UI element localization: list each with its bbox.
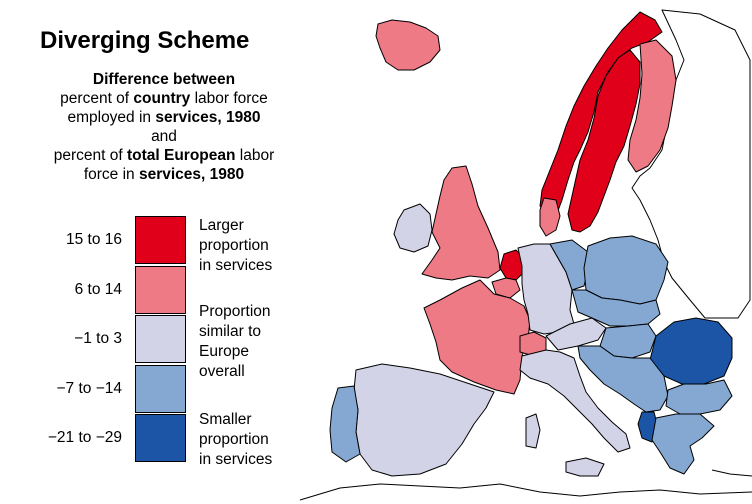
yugoslavia <box>577 345 669 413</box>
sicily <box>565 457 605 477</box>
united-kingdom <box>421 165 501 281</box>
map-description: Difference between percent of country la… <box>16 70 312 184</box>
legend-range-4: −7 to −14 <box>56 380 122 397</box>
france <box>423 279 531 395</box>
legend-label-larger: Larger proportion in services <box>199 217 273 274</box>
italy <box>519 349 631 453</box>
denmark <box>539 197 561 237</box>
legend-swatch-4 <box>135 365 186 413</box>
description-line-1: Difference between <box>92 71 236 88</box>
legend-label-similar: Proportion similar to Europe overall <box>199 303 271 380</box>
legend-range-1: 15 to 16 <box>65 231 122 248</box>
africa-coast <box>299 483 752 501</box>
legend-label-smaller: Smaller proportion in services <box>199 411 273 468</box>
description-line-2: percent of country labor force <box>60 90 268 107</box>
austria <box>545 317 607 351</box>
description-line-6: force in services, 1980 <box>83 166 245 183</box>
legend-swatch-2 <box>135 266 186 314</box>
legend-swatch-1 <box>135 216 186 264</box>
poland <box>583 235 669 305</box>
legend-swatch-3 <box>135 315 186 363</box>
legend-swatch-5 <box>135 414 186 462</box>
description-line-3: employed in services, 1980 <box>67 109 261 126</box>
portugal <box>329 385 361 463</box>
turkey-coast <box>711 469 752 477</box>
bulgaria <box>665 379 733 415</box>
ireland <box>393 203 433 253</box>
netherlands <box>499 249 525 281</box>
iceland <box>375 19 441 71</box>
sweden <box>567 49 641 233</box>
finland <box>627 39 677 173</box>
legend-range-3: −1 to 3 <box>74 330 122 347</box>
sardinia <box>525 413 541 449</box>
legend-range-2: 6 to 14 <box>74 281 122 298</box>
description-line-4: and <box>151 128 177 145</box>
description-line-5: percent of total European labor <box>53 147 275 164</box>
map-title: Diverging Scheme <box>40 27 250 54</box>
legend-range-5: −21 to −29 <box>47 429 122 446</box>
east-germany <box>549 239 589 291</box>
greece <box>651 413 715 475</box>
